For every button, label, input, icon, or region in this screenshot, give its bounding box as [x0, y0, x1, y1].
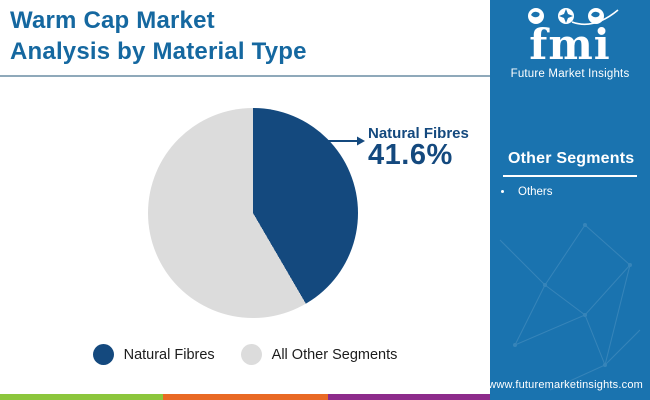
chart-legend: Natural Fibres All Other Segments: [0, 344, 490, 365]
slice-annotation: Natural Fibres 41.6%: [368, 125, 469, 172]
page-title: Warm Cap Market Analysis by Material Typ…: [10, 5, 307, 67]
logo-globe-icons: [528, 8, 619, 26]
pie-chart: [148, 108, 358, 318]
annotation-arrow-icon: [320, 136, 365, 146]
other-segments-title: Other Segments: [508, 150, 635, 167]
sidebar: fmi Future Market Insights Other Segment…: [488, 0, 650, 400]
slice-annotation-value: 41.6%: [368, 139, 453, 171]
logo-wordmark: fmi: [529, 20, 611, 69]
footer-stripe: [0, 394, 490, 400]
logo-tagline: Future Market Insights: [510, 67, 630, 80]
background-pattern: [499, 223, 641, 391]
segments-list: Others: [490, 186, 650, 198]
website-link[interactable]: www.futuremarketinsights.com: [488, 379, 643, 391]
legend-label: Natural Fibres: [123, 346, 215, 363]
other-segments-section: Other Segments Others: [490, 150, 650, 198]
segments-list-item: Others: [514, 186, 650, 198]
legend-label: All Other Segments: [271, 346, 398, 363]
header-divider: [0, 75, 490, 77]
section-divider: [503, 175, 637, 177]
page-title-line1: Warm Cap Market: [10, 7, 215, 34]
slice-annotation-label: Natural Fibres: [368, 125, 469, 142]
legend-swatch-icon: [240, 344, 262, 365]
footer-stripe-purple: [328, 394, 490, 400]
fmi-logo: fmi Future Market Insights: [490, 6, 650, 80]
legend-item-natural-fibres: Natural Fibres: [92, 344, 215, 365]
page-title-line2: Analysis by Material Type: [10, 38, 307, 66]
legend-item-all-other-segments: All Other Segments: [240, 344, 398, 365]
legend-swatch-icon: [92, 344, 114, 365]
footer-stripe-orange: [163, 394, 328, 400]
footer-stripe-green: [0, 394, 163, 400]
